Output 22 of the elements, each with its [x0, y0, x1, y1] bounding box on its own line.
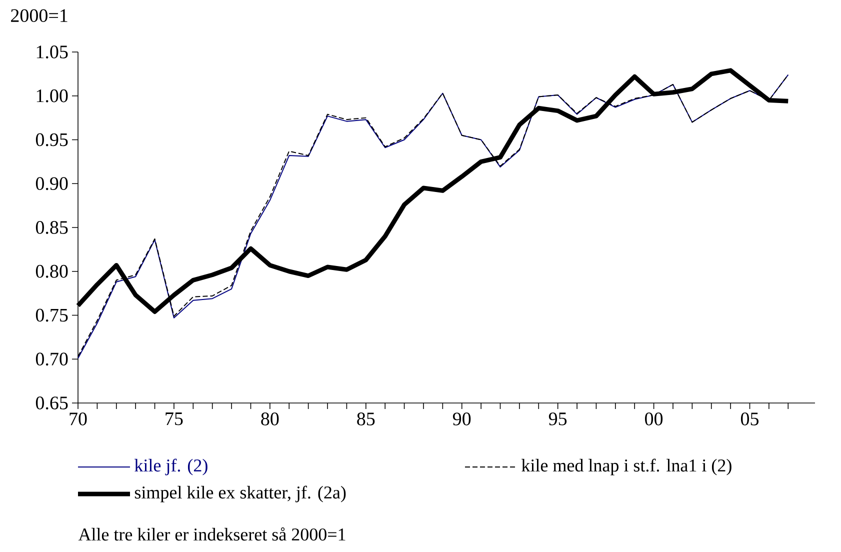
x-tick-label: 05 [740, 412, 759, 426]
x-tick-label: 75 [166, 412, 183, 426]
y-tick-label: 0.95 [36, 133, 68, 146]
x-tick-label: 85 [357, 412, 375, 426]
x-tick-label: 80 [261, 412, 279, 426]
y-tick-label: 0.90 [36, 177, 68, 190]
x-tick-label: 95 [548, 412, 567, 426]
y-tick-label: 0.75 [36, 308, 68, 322]
y-tick-label: 1.00 [36, 89, 68, 102]
legend-label: simpel kile ex skatter, jf. (2a) [134, 486, 346, 502]
legend-label: kile med lnap i st.f. lna1 i (2) [522, 458, 732, 476]
y-axis-title: 2000=1 [11, 9, 68, 22]
y-tick-label: 0.70 [36, 352, 68, 366]
y-tick-label: 0.85 [36, 221, 68, 234]
x-tick-label: 00 [645, 412, 663, 426]
y-tick-label: 0.80 [36, 264, 68, 278]
x-tick-label: 90 [452, 412, 471, 426]
legend-label: kile jf. (2) [134, 458, 208, 476]
text: Alle tre kiler er indekseret så 2000=1 [78, 527, 346, 541]
x-tick-label: 70 [70, 412, 87, 426]
y-tick-label: 1.05 [36, 46, 68, 58]
y-tick-label: 0.65 [36, 396, 68, 410]
